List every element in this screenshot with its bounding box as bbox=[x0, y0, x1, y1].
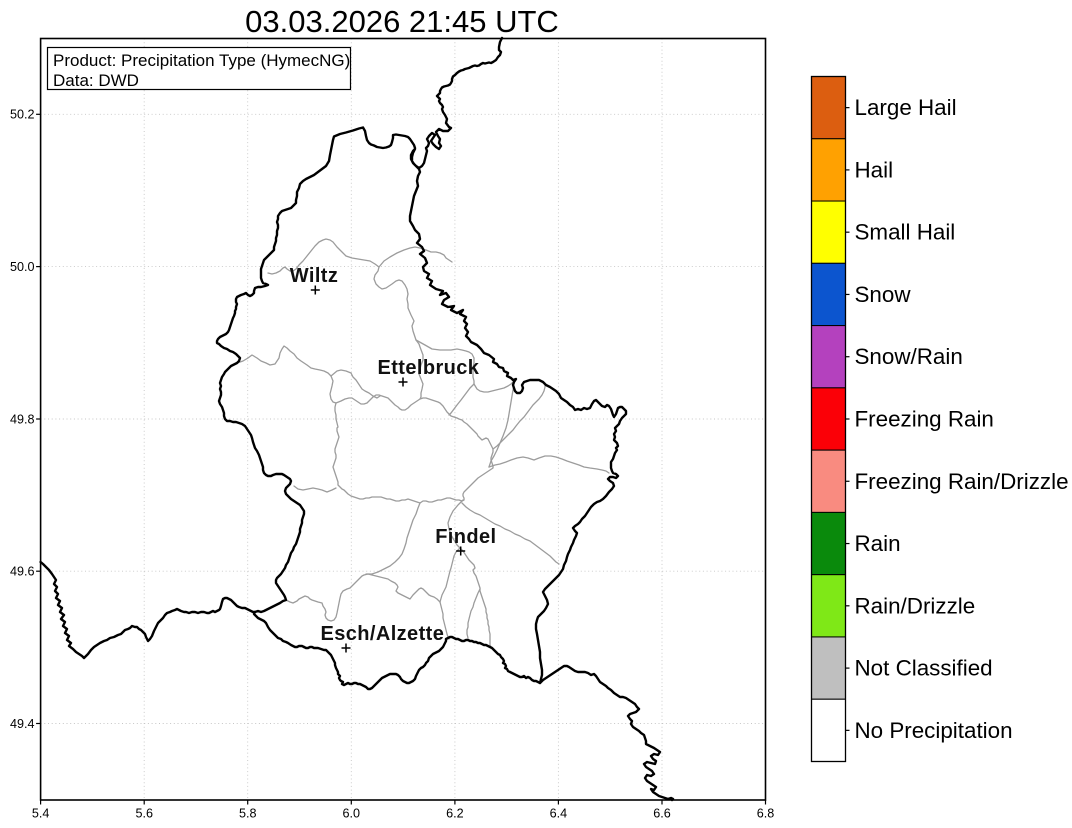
svg-text:Esch/Alzette: Esch/Alzette bbox=[321, 623, 445, 645]
svg-text:6.0: 6.0 bbox=[343, 807, 361, 821]
svg-text:Rain/Drizzle: Rain/Drizzle bbox=[855, 593, 976, 618]
svg-text:No Precipitation: No Precipitation bbox=[855, 718, 1013, 743]
svg-text:50.0: 50.0 bbox=[10, 260, 35, 274]
svg-text:49.8: 49.8 bbox=[10, 412, 35, 426]
svg-text:Wiltz: Wiltz bbox=[290, 265, 338, 287]
svg-text:Data: DWD: Data: DWD bbox=[53, 71, 139, 90]
svg-text:6.2: 6.2 bbox=[446, 807, 464, 821]
svg-text:Small Hail: Small Hail bbox=[855, 220, 956, 245]
svg-text:Not Classified: Not Classified bbox=[855, 656, 993, 681]
svg-text:6.4: 6.4 bbox=[550, 807, 568, 821]
svg-text:49.4: 49.4 bbox=[10, 717, 35, 731]
svg-text:Findel: Findel bbox=[435, 526, 496, 548]
svg-text:03.03.2026 21:45 UTC: 03.03.2026 21:45 UTC bbox=[245, 4, 559, 39]
svg-text:Product: Precipitation Type (H: Product: Precipitation Type (HymecNG) bbox=[53, 51, 350, 70]
svg-text:Hail: Hail bbox=[855, 157, 894, 182]
svg-text:Snow: Snow bbox=[855, 282, 912, 307]
svg-text:Large Hail: Large Hail bbox=[855, 95, 957, 120]
svg-text:6.8: 6.8 bbox=[757, 807, 775, 821]
svg-text:50.2: 50.2 bbox=[10, 108, 35, 122]
svg-text:6.6: 6.6 bbox=[653, 807, 671, 821]
svg-text:Freezing Rain: Freezing Rain bbox=[855, 407, 994, 432]
svg-text:5.8: 5.8 bbox=[239, 807, 257, 821]
svg-text:Snow/Rain: Snow/Rain bbox=[855, 344, 963, 369]
svg-text:Freezing Rain/Drizzle: Freezing Rain/Drizzle bbox=[855, 469, 1069, 494]
svg-text:Ettelbruck: Ettelbruck bbox=[378, 357, 480, 379]
svg-text:Rain: Rain bbox=[855, 531, 901, 556]
svg-text:5.6: 5.6 bbox=[135, 807, 153, 821]
svg-text:49.6: 49.6 bbox=[10, 565, 35, 579]
svg-text:5.4: 5.4 bbox=[32, 807, 50, 821]
